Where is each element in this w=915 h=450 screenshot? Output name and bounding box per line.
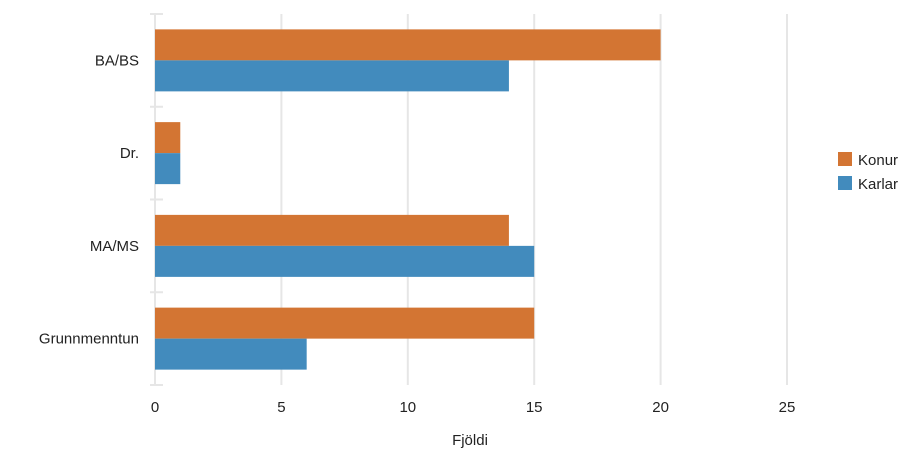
legend-label-karlar: Karlar [858, 176, 898, 193]
category-label: BA/BS [95, 52, 139, 69]
x-tick-label: 0 [151, 399, 159, 416]
category-label: MA/MS [90, 238, 139, 255]
category-label: Grunnmenntun [39, 331, 139, 348]
category-tick-marks [150, 13, 163, 386]
legend: Konur Karlar [838, 152, 898, 193]
x-tick-label: 10 [399, 399, 416, 416]
legend-label-konur: Konur [858, 152, 898, 169]
bar-karlar-1 [155, 153, 181, 185]
bar-karlar-3 [155, 338, 307, 370]
x-axis-title: Fjöldi [452, 432, 488, 449]
bar-konur-3 [155, 307, 535, 339]
bars [155, 29, 661, 370]
x-tick-label: 5 [277, 399, 285, 416]
x-tick-label: 25 [779, 399, 796, 416]
legend-swatch-konur [838, 152, 852, 166]
bar-karlar-2 [155, 245, 535, 277]
bar-konur-2 [155, 214, 509, 246]
bar-karlar-0 [155, 60, 509, 92]
x-tick-label: 15 [526, 399, 543, 416]
category-labels: BA/BS Dr. MA/MS Grunnmenntun [39, 52, 139, 347]
x-tick-label: 20 [652, 399, 669, 416]
bar-konur-1 [155, 122, 181, 154]
x-tick-labels: 0 5 10 15 20 25 [151, 399, 796, 416]
bar-konur-0 [155, 29, 661, 61]
category-label: Dr. [120, 145, 139, 162]
legend-swatch-karlar [838, 176, 852, 190]
